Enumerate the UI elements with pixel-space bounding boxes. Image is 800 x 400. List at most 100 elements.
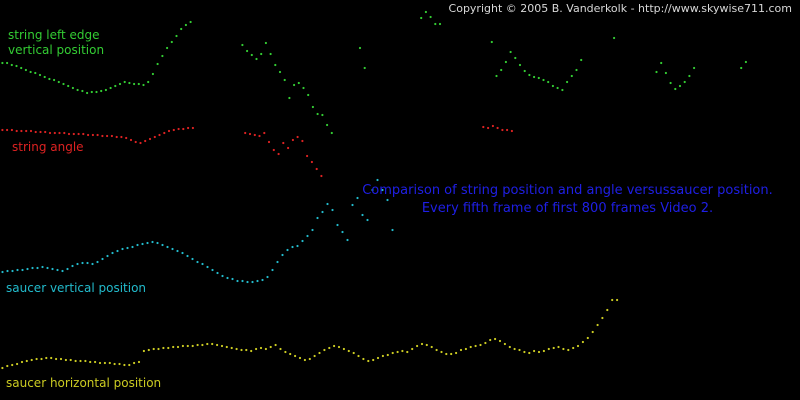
data-point [95,90,98,94]
data-point [411,347,414,351]
data-point [293,83,296,87]
data-point [288,96,291,100]
data-point [557,345,560,349]
data-point [401,349,404,353]
data-point [420,342,424,346]
data-point [79,359,82,363]
data-point [455,351,458,355]
data-point [137,82,140,86]
data-point [336,223,339,227]
data-point [24,68,27,72]
data-point [313,354,316,358]
data-point [6,128,9,132]
data-point [298,356,302,360]
data-point [283,78,286,82]
data-point [211,268,214,272]
data-point [59,357,63,361]
data-point [328,346,331,350]
data-point [148,137,152,141]
data-point [358,46,362,50]
data-point [267,140,271,144]
data-point [272,148,275,152]
data-point [10,128,13,132]
data-point [10,63,13,67]
data-point [580,58,583,62]
data-point [318,351,321,355]
data-point [57,80,60,84]
data-point [514,56,517,60]
data-point [11,269,14,273]
data-point [25,129,28,133]
data-point [506,128,509,132]
data-point [487,126,490,130]
data-point [139,141,142,145]
data-point [81,89,84,93]
data-point [67,84,70,88]
data-point [256,279,259,283]
data-point [678,84,682,88]
data-point [96,133,99,137]
data-point [115,135,118,139]
data-point [371,188,374,192]
data-point [182,127,185,131]
data-point [15,64,18,68]
data-point [566,80,569,84]
data-point [306,234,309,238]
data-point [152,347,155,351]
data-point [581,340,585,344]
data-point [561,88,564,92]
data-point [142,83,145,87]
data-point [126,246,129,250]
data-point [87,133,90,137]
data-point [96,260,99,264]
data-point [116,249,119,253]
data-point [425,343,428,347]
data-point [25,359,28,363]
data-point [162,346,165,350]
data-point [131,245,134,249]
data-point [133,82,136,86]
data-point [66,267,69,271]
data-point [326,123,329,127]
data-point [240,348,243,352]
data-point [596,323,599,327]
label-string-angle: string angle [12,140,84,154]
data-point [347,349,350,353]
data-point [167,346,170,350]
data-point [166,245,169,249]
data-point [503,342,506,346]
data-point [121,247,124,251]
data-point [177,127,180,131]
data-point [518,348,521,352]
data-point [106,134,109,138]
data-point [528,351,531,355]
data-point [181,344,184,348]
data-point [29,129,33,133]
data-point [72,132,75,136]
data-point [533,75,536,79]
data-point [490,40,493,44]
data-point [307,93,310,97]
data-point [331,208,334,212]
data-point [251,280,254,284]
data-point [29,70,32,74]
data-point [342,347,345,351]
data-point [46,266,49,270]
data-point [508,345,511,349]
data-point [266,275,269,279]
data-point [464,347,467,351]
data-point [20,66,23,70]
data-point [518,63,522,67]
data-point [333,344,336,348]
series-0 [1,10,748,135]
data-point [496,126,499,130]
data-point [330,131,333,135]
data-point [357,354,360,358]
data-point [61,269,64,273]
data-point [591,330,594,334]
data-point [221,274,224,278]
data-point [430,345,433,349]
data-point [301,139,304,143]
data-point [129,138,133,142]
